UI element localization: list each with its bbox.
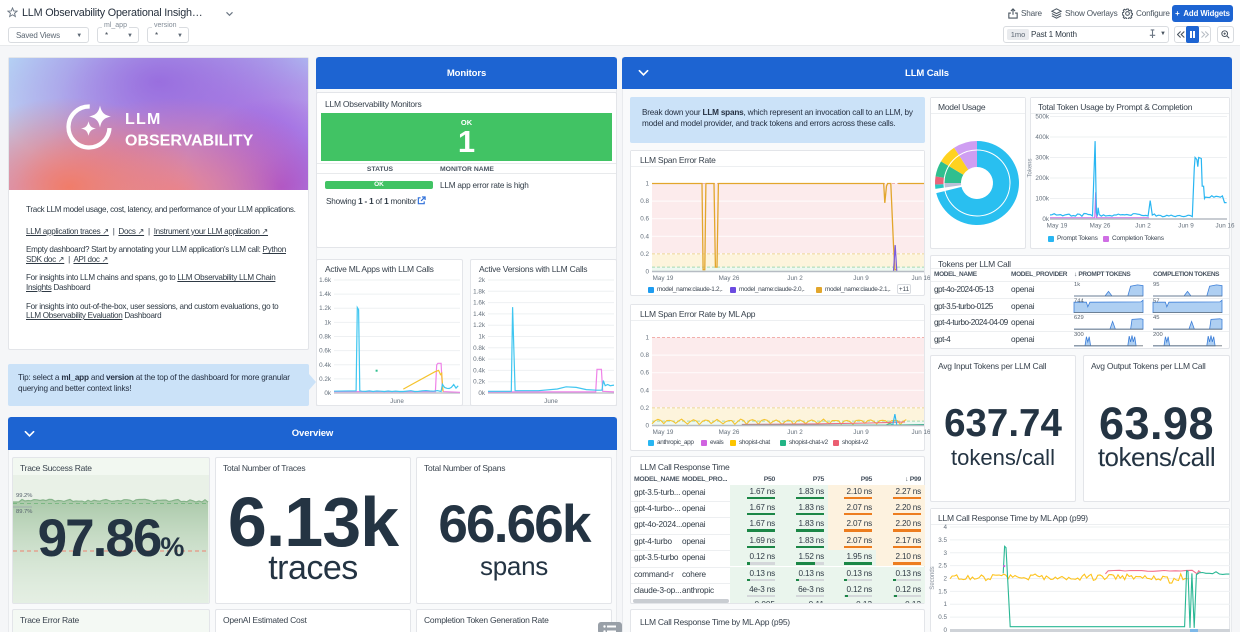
- svg-text:0.2: 0.2: [640, 405, 649, 412]
- svg-text:0: 0: [943, 627, 947, 632]
- svg-text:1k: 1k: [324, 319, 332, 326]
- svg-text:1.5: 1.5: [938, 588, 947, 595]
- svg-text:3.5: 3.5: [938, 537, 947, 544]
- svg-text:0.4k: 0.4k: [473, 367, 486, 374]
- svg-text:0.4: 0.4: [640, 387, 649, 394]
- svg-text:100k: 100k: [1035, 196, 1050, 203]
- svg-text:0.8k: 0.8k: [473, 345, 486, 352]
- svg-text:500k: 500k: [1035, 114, 1050, 121]
- svg-text:629: 629: [1074, 315, 1084, 321]
- svg-text:May 19: May 19: [653, 429, 674, 436]
- svg-text:4: 4: [943, 524, 947, 531]
- svg-text:Jun 9: Jun 9: [853, 429, 869, 436]
- svg-text:May 26: May 26: [719, 275, 740, 282]
- svg-text:95: 95: [1153, 282, 1159, 288]
- svg-text:Seconds: Seconds: [930, 566, 936, 589]
- svg-text:1k: 1k: [478, 334, 486, 341]
- svg-text:0: 0: [645, 269, 649, 276]
- svg-text:May 26: May 26: [719, 429, 740, 436]
- svg-text:1.4k: 1.4k: [319, 291, 332, 298]
- svg-text:1.4k: 1.4k: [473, 311, 486, 318]
- svg-text:200k: 200k: [1035, 175, 1050, 182]
- svg-text:Jun 16: Jun 16: [1216, 223, 1235, 230]
- svg-text:57: 57: [1153, 299, 1159, 305]
- svg-text:300: 300: [1074, 332, 1084, 338]
- svg-text:1.2k: 1.2k: [319, 305, 332, 312]
- svg-text:45: 45: [1153, 315, 1159, 321]
- svg-text:Jun 16: Jun 16: [912, 275, 931, 282]
- svg-text:0.6: 0.6: [640, 216, 649, 223]
- svg-text:0: 0: [645, 423, 649, 430]
- svg-text:1.6k: 1.6k: [473, 300, 486, 307]
- svg-text:1: 1: [645, 181, 649, 188]
- svg-text:Jun 2: Jun 2: [1135, 223, 1151, 230]
- svg-text:300k: 300k: [1035, 155, 1050, 162]
- svg-text:0.8k: 0.8k: [319, 334, 332, 341]
- svg-text:89.7%: 89.7%: [16, 509, 32, 515]
- svg-text:200: 200: [1153, 332, 1163, 338]
- svg-text:0.8: 0.8: [640, 198, 649, 205]
- svg-text:OBSERVABILITY: OBSERVABILITY: [125, 133, 254, 150]
- svg-text:0.6k: 0.6k: [473, 356, 486, 363]
- svg-text:May 19: May 19: [1047, 223, 1068, 230]
- svg-text:0k: 0k: [478, 390, 486, 397]
- svg-text:Jun 2: Jun 2: [787, 275, 803, 282]
- svg-text:1: 1: [645, 335, 649, 342]
- svg-text:LLM: LLM: [125, 111, 161, 128]
- svg-text:0.8: 0.8: [640, 352, 649, 359]
- svg-text:June: June: [390, 398, 404, 405]
- svg-text:1.8k: 1.8k: [473, 288, 486, 295]
- svg-text:0.4k: 0.4k: [319, 362, 332, 369]
- svg-text:June: June: [544, 398, 558, 405]
- svg-text:Jun 9: Jun 9: [853, 275, 869, 282]
- svg-text:Jun 2: Jun 2: [787, 429, 803, 436]
- svg-text:0k: 0k: [1042, 216, 1050, 223]
- svg-text:0k: 0k: [324, 390, 332, 397]
- svg-text:0.2k: 0.2k: [473, 379, 486, 386]
- svg-text:0.5: 0.5: [938, 614, 947, 621]
- svg-text:1: 1: [943, 601, 947, 608]
- svg-text:744: 744: [1074, 299, 1084, 305]
- svg-text:400k: 400k: [1035, 134, 1050, 141]
- svg-text:Jun 16: Jun 16: [912, 429, 931, 436]
- svg-text:Jun 9: Jun 9: [1178, 223, 1194, 230]
- svg-text:0.2: 0.2: [640, 251, 649, 258]
- svg-text:May 26: May 26: [1090, 223, 1111, 230]
- svg-text:0.4: 0.4: [640, 233, 649, 240]
- svg-text:2: 2: [943, 576, 947, 583]
- svg-text:1k: 1k: [1074, 282, 1080, 288]
- svg-text:May 19: May 19: [653, 275, 674, 282]
- svg-text:1.2k: 1.2k: [473, 322, 486, 329]
- svg-text:2.5: 2.5: [938, 563, 947, 570]
- svg-text:0.6k: 0.6k: [319, 348, 332, 355]
- svg-text:2k: 2k: [478, 277, 486, 284]
- svg-text:1.6k: 1.6k: [319, 277, 332, 284]
- svg-text:99.2%: 99.2%: [16, 493, 32, 499]
- svg-text:0.2k: 0.2k: [319, 376, 332, 383]
- svg-text:3: 3: [943, 550, 947, 557]
- svg-text:0.6: 0.6: [640, 370, 649, 377]
- svg-text:Tokens: Tokens: [1028, 158, 1034, 177]
